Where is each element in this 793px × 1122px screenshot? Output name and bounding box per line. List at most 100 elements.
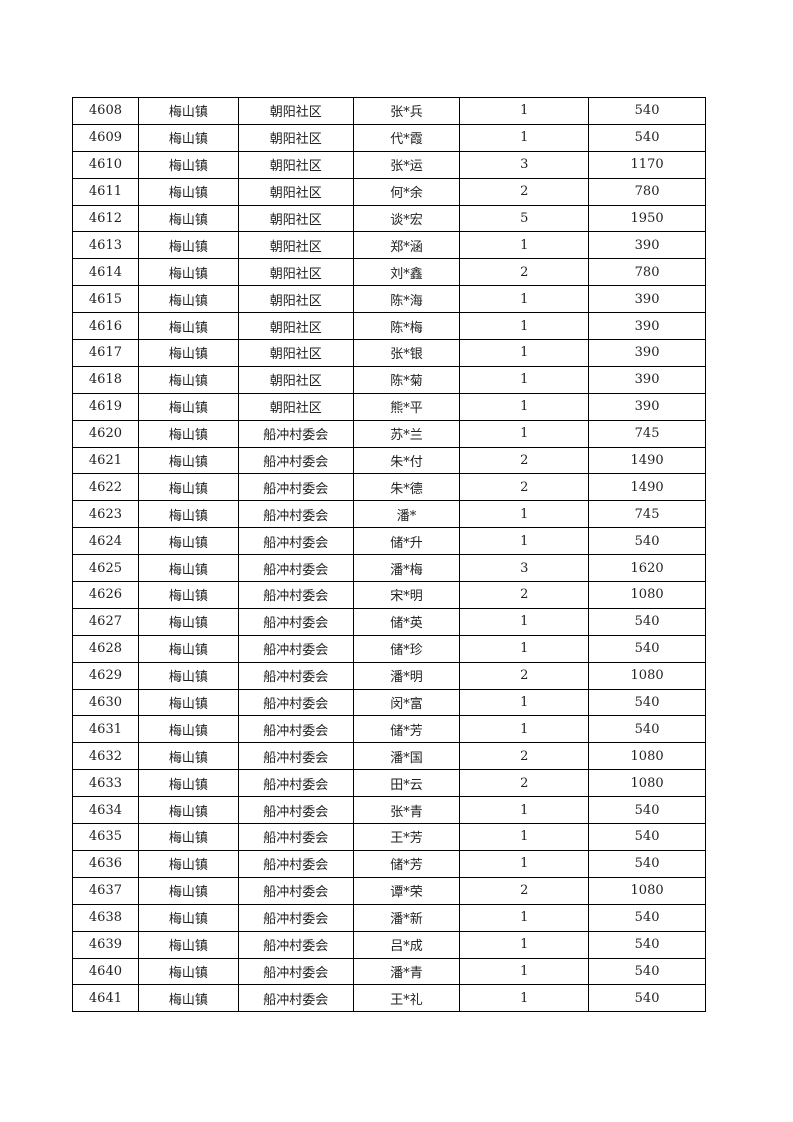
town-cell: 梅山镇 <box>137 769 239 798</box>
row-number-cell: 4614 <box>72 258 139 287</box>
table-row: 4631 梅山镇 船冲村委会 储*芳 1 540 <box>72 715 706 744</box>
name-cell: 潘* <box>352 500 461 529</box>
name-cell: 王*礼 <box>352 984 461 1013</box>
row-number-cell: 4624 <box>72 527 139 556</box>
village-cell: 朝阳社区 <box>237 204 354 233</box>
village-cell: 船冲村委会 <box>237 849 354 878</box>
town-cell: 梅山镇 <box>137 473 239 502</box>
amount-cell: 540 <box>588 123 706 152</box>
row-number-cell: 4616 <box>72 312 139 341</box>
table-row: 4636 梅山镇 船冲村委会 储*芳 1 540 <box>72 849 706 878</box>
people-count-cell: 1 <box>459 849 590 878</box>
table-row: 4614 梅山镇 朝阳社区 刘*鑫 2 780 <box>72 258 706 287</box>
name-cell: 熊*平 <box>352 392 461 421</box>
village-cell: 船冲村委会 <box>237 903 354 932</box>
people-count-cell: 2 <box>459 446 590 475</box>
table-row: 4619 梅山镇 朝阳社区 熊*平 1 390 <box>72 392 706 421</box>
village-cell: 朝阳社区 <box>237 312 354 341</box>
village-cell: 船冲村委会 <box>237 607 354 636</box>
amount-cell: 540 <box>588 607 706 636</box>
people-count-cell: 1 <box>459 634 590 663</box>
row-number-cell: 4617 <box>72 339 139 367</box>
village-cell: 船冲村委会 <box>237 473 354 502</box>
town-cell: 梅山镇 <box>137 500 239 529</box>
town-cell: 梅山镇 <box>137 849 239 878</box>
town-cell: 梅山镇 <box>137 365 239 394</box>
table-row: 4641 梅山镇 船冲村委会 王*礼 1 540 <box>72 984 706 1013</box>
name-cell: 潘*明 <box>352 661 461 690</box>
row-number-cell: 4622 <box>72 473 139 502</box>
people-count-cell: 1 <box>459 957 590 986</box>
people-count-cell: 1 <box>459 984 590 1013</box>
village-cell: 船冲村委会 <box>237 688 354 717</box>
table-row: 4628 梅山镇 船冲村委会 储*珍 1 540 <box>72 634 706 663</box>
row-number-cell: 4638 <box>72 903 139 932</box>
row-number-cell: 4621 <box>72 446 139 475</box>
row-number-cell: 4623 <box>72 500 139 529</box>
name-cell: 潘*国 <box>352 742 461 771</box>
table-row: 4629 梅山镇 船冲村委会 潘*明 2 1080 <box>72 661 706 690</box>
people-count-cell: 1 <box>459 527 590 556</box>
name-cell: 储*芳 <box>352 849 461 878</box>
amount-cell: 1620 <box>588 554 706 583</box>
town-cell: 梅山镇 <box>137 177 239 206</box>
row-number-cell: 4620 <box>72 419 139 448</box>
name-cell: 何*余 <box>352 177 461 206</box>
amount-cell: 1080 <box>588 581 706 609</box>
village-cell: 船冲村委会 <box>237 769 354 798</box>
people-count-cell: 1 <box>459 123 590 152</box>
amount-cell: 745 <box>588 500 706 529</box>
people-count-cell: 1 <box>459 365 590 394</box>
row-number-cell: 4634 <box>72 796 139 825</box>
row-number-cell: 4615 <box>72 285 139 314</box>
amount-cell: 540 <box>588 634 706 663</box>
village-cell: 朝阳社区 <box>237 365 354 394</box>
town-cell: 梅山镇 <box>137 446 239 475</box>
people-count-cell: 2 <box>459 769 590 798</box>
row-number-cell: 4619 <box>72 392 139 421</box>
amount-cell: 1080 <box>588 769 706 798</box>
table-row: 4617 梅山镇 朝阳社区 张*银 1 390 <box>72 339 706 367</box>
people-count-cell: 2 <box>459 661 590 690</box>
town-cell: 梅山镇 <box>137 258 239 287</box>
people-count-cell: 1 <box>459 231 590 260</box>
town-cell: 梅山镇 <box>137 527 239 556</box>
village-cell: 朝阳社区 <box>237 231 354 260</box>
people-count-cell: 1 <box>459 312 590 341</box>
amount-cell: 540 <box>588 715 706 744</box>
people-count-cell: 1 <box>459 339 590 367</box>
town-cell: 梅山镇 <box>137 123 239 152</box>
amount-cell: 540 <box>588 527 706 556</box>
town-cell: 梅山镇 <box>137 742 239 771</box>
town-cell: 梅山镇 <box>137 581 239 609</box>
town-cell: 梅山镇 <box>137 930 239 959</box>
people-count-cell: 2 <box>459 742 590 771</box>
amount-cell: 1080 <box>588 661 706 690</box>
table-row: 4612 梅山镇 朝阳社区 谈*宏 5 1950 <box>72 204 706 233</box>
amount-cell: 540 <box>588 903 706 932</box>
table-row: 4611 梅山镇 朝阳社区 何*余 2 780 <box>72 177 706 206</box>
village-cell: 船冲村委会 <box>237 742 354 771</box>
name-cell: 张*青 <box>352 796 461 825</box>
people-count-cell: 2 <box>459 473 590 502</box>
people-count-cell: 2 <box>459 581 590 609</box>
name-cell: 吕*成 <box>352 930 461 959</box>
amount-cell: 540 <box>588 97 706 125</box>
people-count-cell: 3 <box>459 150 590 179</box>
name-cell: 陈*菊 <box>352 365 461 394</box>
village-cell: 朝阳社区 <box>237 150 354 179</box>
village-cell: 朝阳社区 <box>237 123 354 152</box>
table-row: 4639 梅山镇 船冲村委会 吕*成 1 540 <box>72 930 706 959</box>
amount-cell: 540 <box>588 849 706 878</box>
name-cell: 储*英 <box>352 607 461 636</box>
town-cell: 梅山镇 <box>137 231 239 260</box>
table-row: 4625 梅山镇 船冲村委会 潘*梅 3 1620 <box>72 554 706 583</box>
village-cell: 船冲村委会 <box>237 581 354 609</box>
village-cell: 船冲村委会 <box>237 634 354 663</box>
name-cell: 苏*兰 <box>352 419 461 448</box>
town-cell: 梅山镇 <box>137 984 239 1013</box>
amount-cell: 1170 <box>588 150 706 179</box>
row-number-cell: 4618 <box>72 365 139 394</box>
amount-cell: 1080 <box>588 742 706 771</box>
row-number-cell: 4630 <box>72 688 139 717</box>
